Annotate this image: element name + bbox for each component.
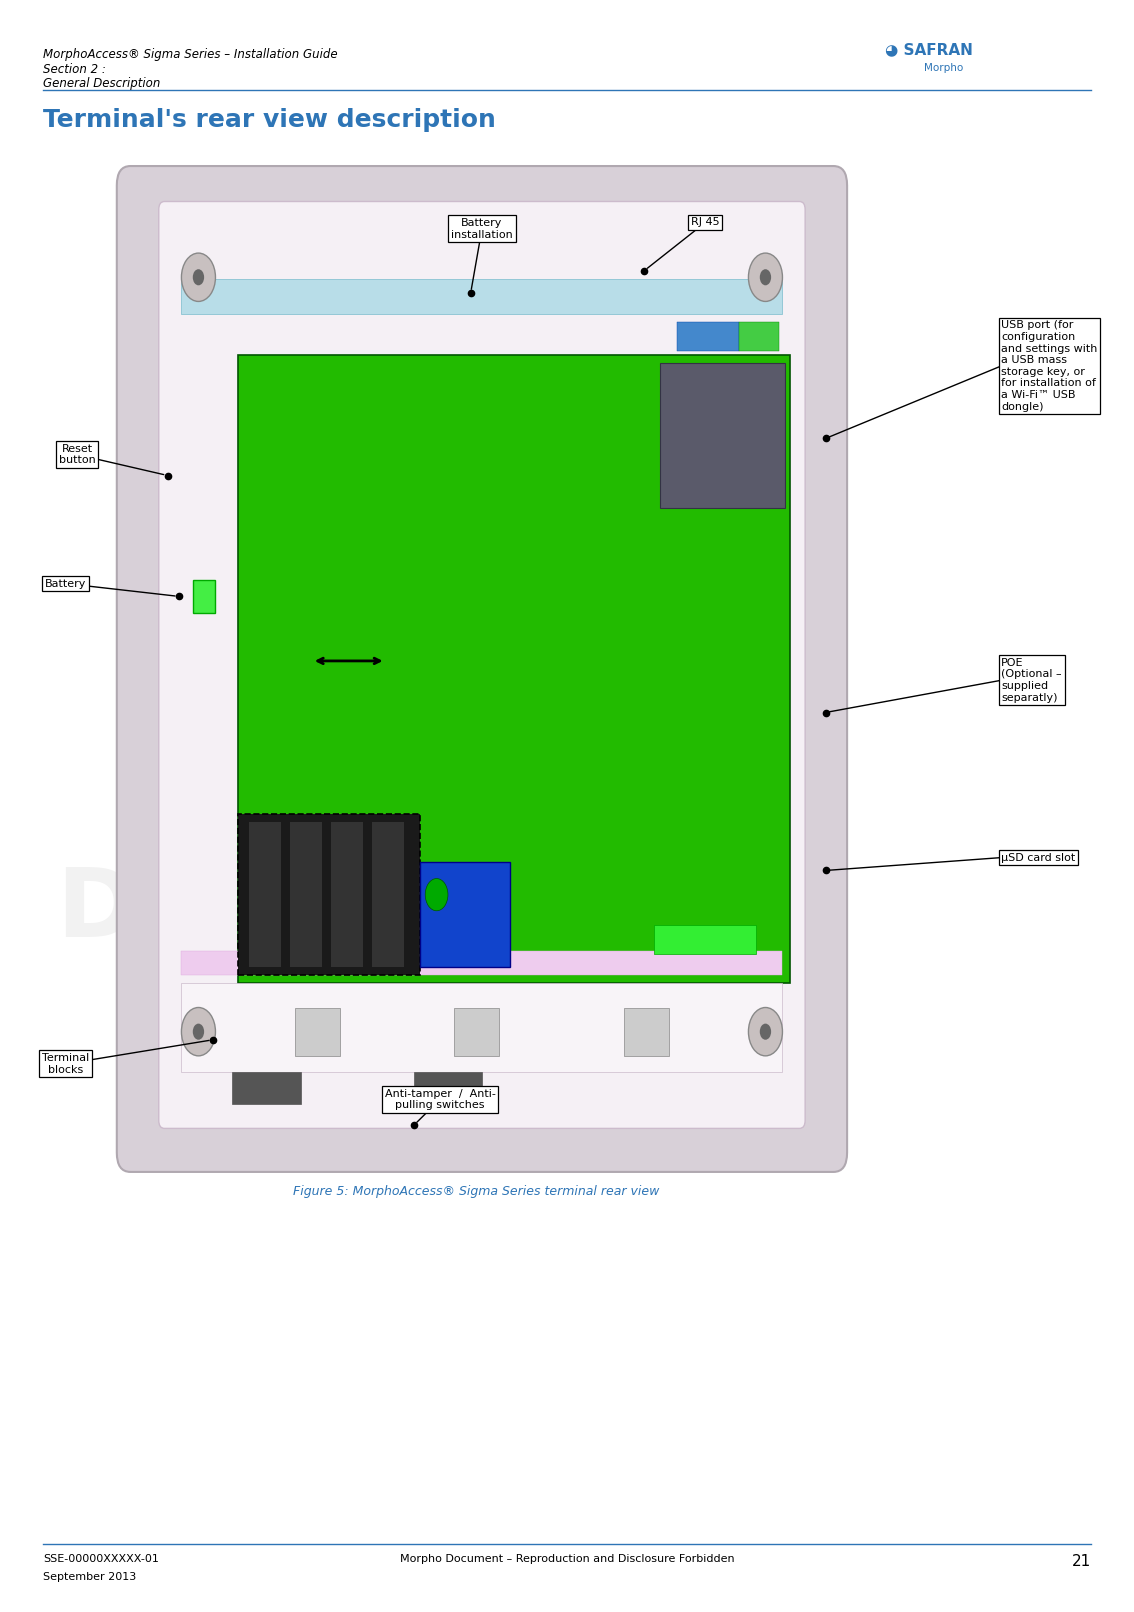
Circle shape [193,269,204,285]
Circle shape [748,1008,782,1056]
Text: Battery
installation: Battery installation [451,218,513,240]
Text: SSE-00000XXXXX-01: SSE-00000XXXXX-01 [43,1554,159,1564]
Bar [414,1072,482,1104]
Bar [238,355,790,983]
Bar [290,822,322,967]
Bar [249,822,281,967]
Text: μSD card slot: μSD card slot [1001,853,1075,862]
Bar [654,925,756,954]
Text: POE
(Optional –
supplied
separatly): POE (Optional – supplied separatly) [1001,658,1061,703]
Circle shape [181,253,215,301]
Bar [232,1072,301,1104]
Text: Figure 5: MorphoAccess® Sigma Series terminal rear view: Figure 5: MorphoAccess® Sigma Series ter… [293,1185,660,1198]
Bar [677,322,739,351]
Text: 21: 21 [1072,1554,1091,1568]
Text: Anti-tamper  /  Anti-
pulling switches: Anti-tamper / Anti- pulling switches [384,1088,496,1111]
Text: General Description: General Description [43,77,161,90]
Bar [238,814,420,975]
Circle shape [193,1024,204,1040]
Bar [420,862,510,967]
Bar [372,822,404,967]
Text: ◕ SAFRAN: ◕ SAFRAN [885,42,972,56]
Circle shape [181,1008,215,1056]
Text: Morpho Document – Reproduction and Disclosure Forbidden: Morpho Document – Reproduction and Discl… [399,1554,735,1564]
Text: Terminal's rear view description: Terminal's rear view description [43,108,496,132]
Text: Morpho: Morpho [924,63,964,73]
Bar [739,322,779,351]
FancyBboxPatch shape [159,202,805,1128]
Circle shape [760,269,771,285]
Text: Terminal
blocks: Terminal blocks [42,1053,90,1075]
Text: USB port (for
configuration
and settings with
a USB mass
storage key, or
for ins: USB port (for configuration and settings… [1001,321,1098,411]
Bar [181,951,782,975]
Bar [193,580,215,613]
Text: Reset
button: Reset button [59,443,95,466]
Circle shape [425,879,448,911]
Text: Section 2 :: Section 2 : [43,63,105,76]
Bar [295,1008,340,1056]
Text: RJ 45: RJ 45 [691,218,720,227]
Text: Battery: Battery [45,579,86,588]
FancyBboxPatch shape [117,166,847,1172]
Bar [331,822,363,967]
Text: MorphoAccess® Sigma Series – Installation Guide: MorphoAccess® Sigma Series – Installatio… [43,48,338,61]
Bar [624,1008,669,1056]
Text: D: D [56,864,137,958]
Bar [181,983,782,1072]
Bar [660,363,785,508]
Bar [454,1008,499,1056]
Bar [181,279,782,314]
Circle shape [748,253,782,301]
Circle shape [760,1024,771,1040]
Text: September 2013: September 2013 [43,1572,136,1581]
